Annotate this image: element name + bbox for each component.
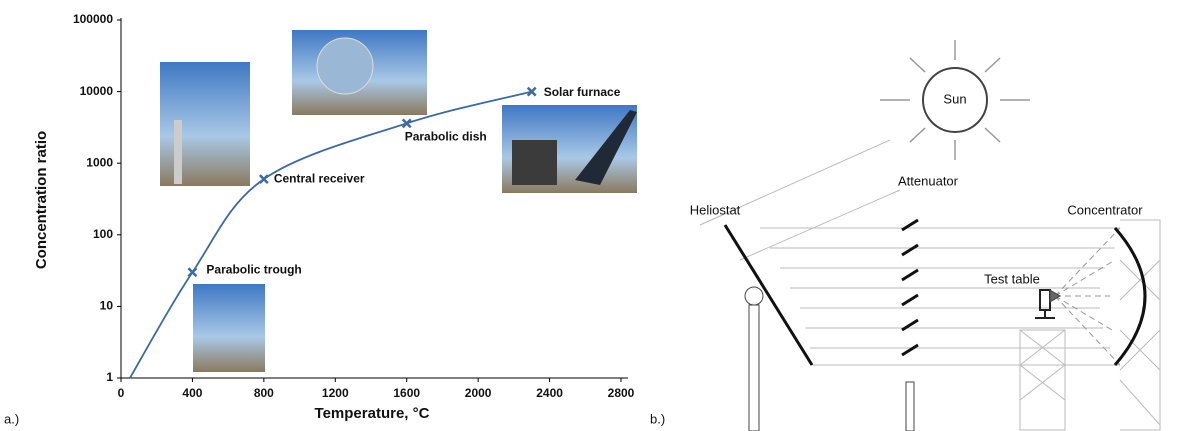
heliostat-label: Heliostat — [690, 202, 741, 217]
x-tick-label: 400 — [182, 386, 202, 400]
x-tick-label: 1200 — [322, 386, 349, 400]
y-tick-label: 1 — [106, 370, 113, 384]
panel-label: b.) — [650, 411, 665, 426]
photo-furnace-building — [512, 140, 557, 185]
y-tick-label: 10000 — [80, 84, 114, 98]
point-label: Parabolic trough — [206, 262, 301, 276]
figure: Temperature, °C Concentration ratio a.) … — [0, 0, 1187, 431]
concentrator-label: Concentrator — [1067, 202, 1143, 217]
photo-tower-shaft — [174, 120, 182, 184]
y-tick-label: 1000 — [86, 155, 113, 169]
point-label: Central receiver — [274, 171, 365, 185]
photo-trough — [193, 284, 265, 372]
test-table-label: Test table — [984, 271, 1040, 286]
x-tick-label: 1600 — [393, 386, 420, 400]
marker — [188, 268, 196, 276]
photo-tower — [160, 62, 250, 186]
point-label: Solar furnace — [544, 85, 621, 99]
x-tick-label: 2800 — [608, 386, 635, 400]
panel-label: a.) — [4, 411, 19, 426]
y-tick-label: 100 — [93, 227, 113, 241]
y-axis-title: Concentration ratio — [33, 131, 50, 269]
x-axis-title: Temperature, °C — [315, 405, 430, 422]
photo-dish-mirror — [317, 38, 373, 94]
x-tick-label: 2000 — [465, 386, 492, 400]
point-label: Parabolic dish — [405, 130, 487, 144]
y-tick-label: 10 — [100, 299, 114, 313]
sun-label: Sun — [943, 91, 966, 106]
attenuator-label: Attenuator — [898, 173, 959, 188]
y-tick-label: 100000 — [73, 12, 113, 26]
x-tick-label: 0 — [118, 386, 125, 400]
x-tick-label: 800 — [254, 386, 274, 400]
marker — [260, 175, 268, 183]
diagram — [700, 40, 1160, 431]
x-tick-label: 2400 — [536, 386, 563, 400]
